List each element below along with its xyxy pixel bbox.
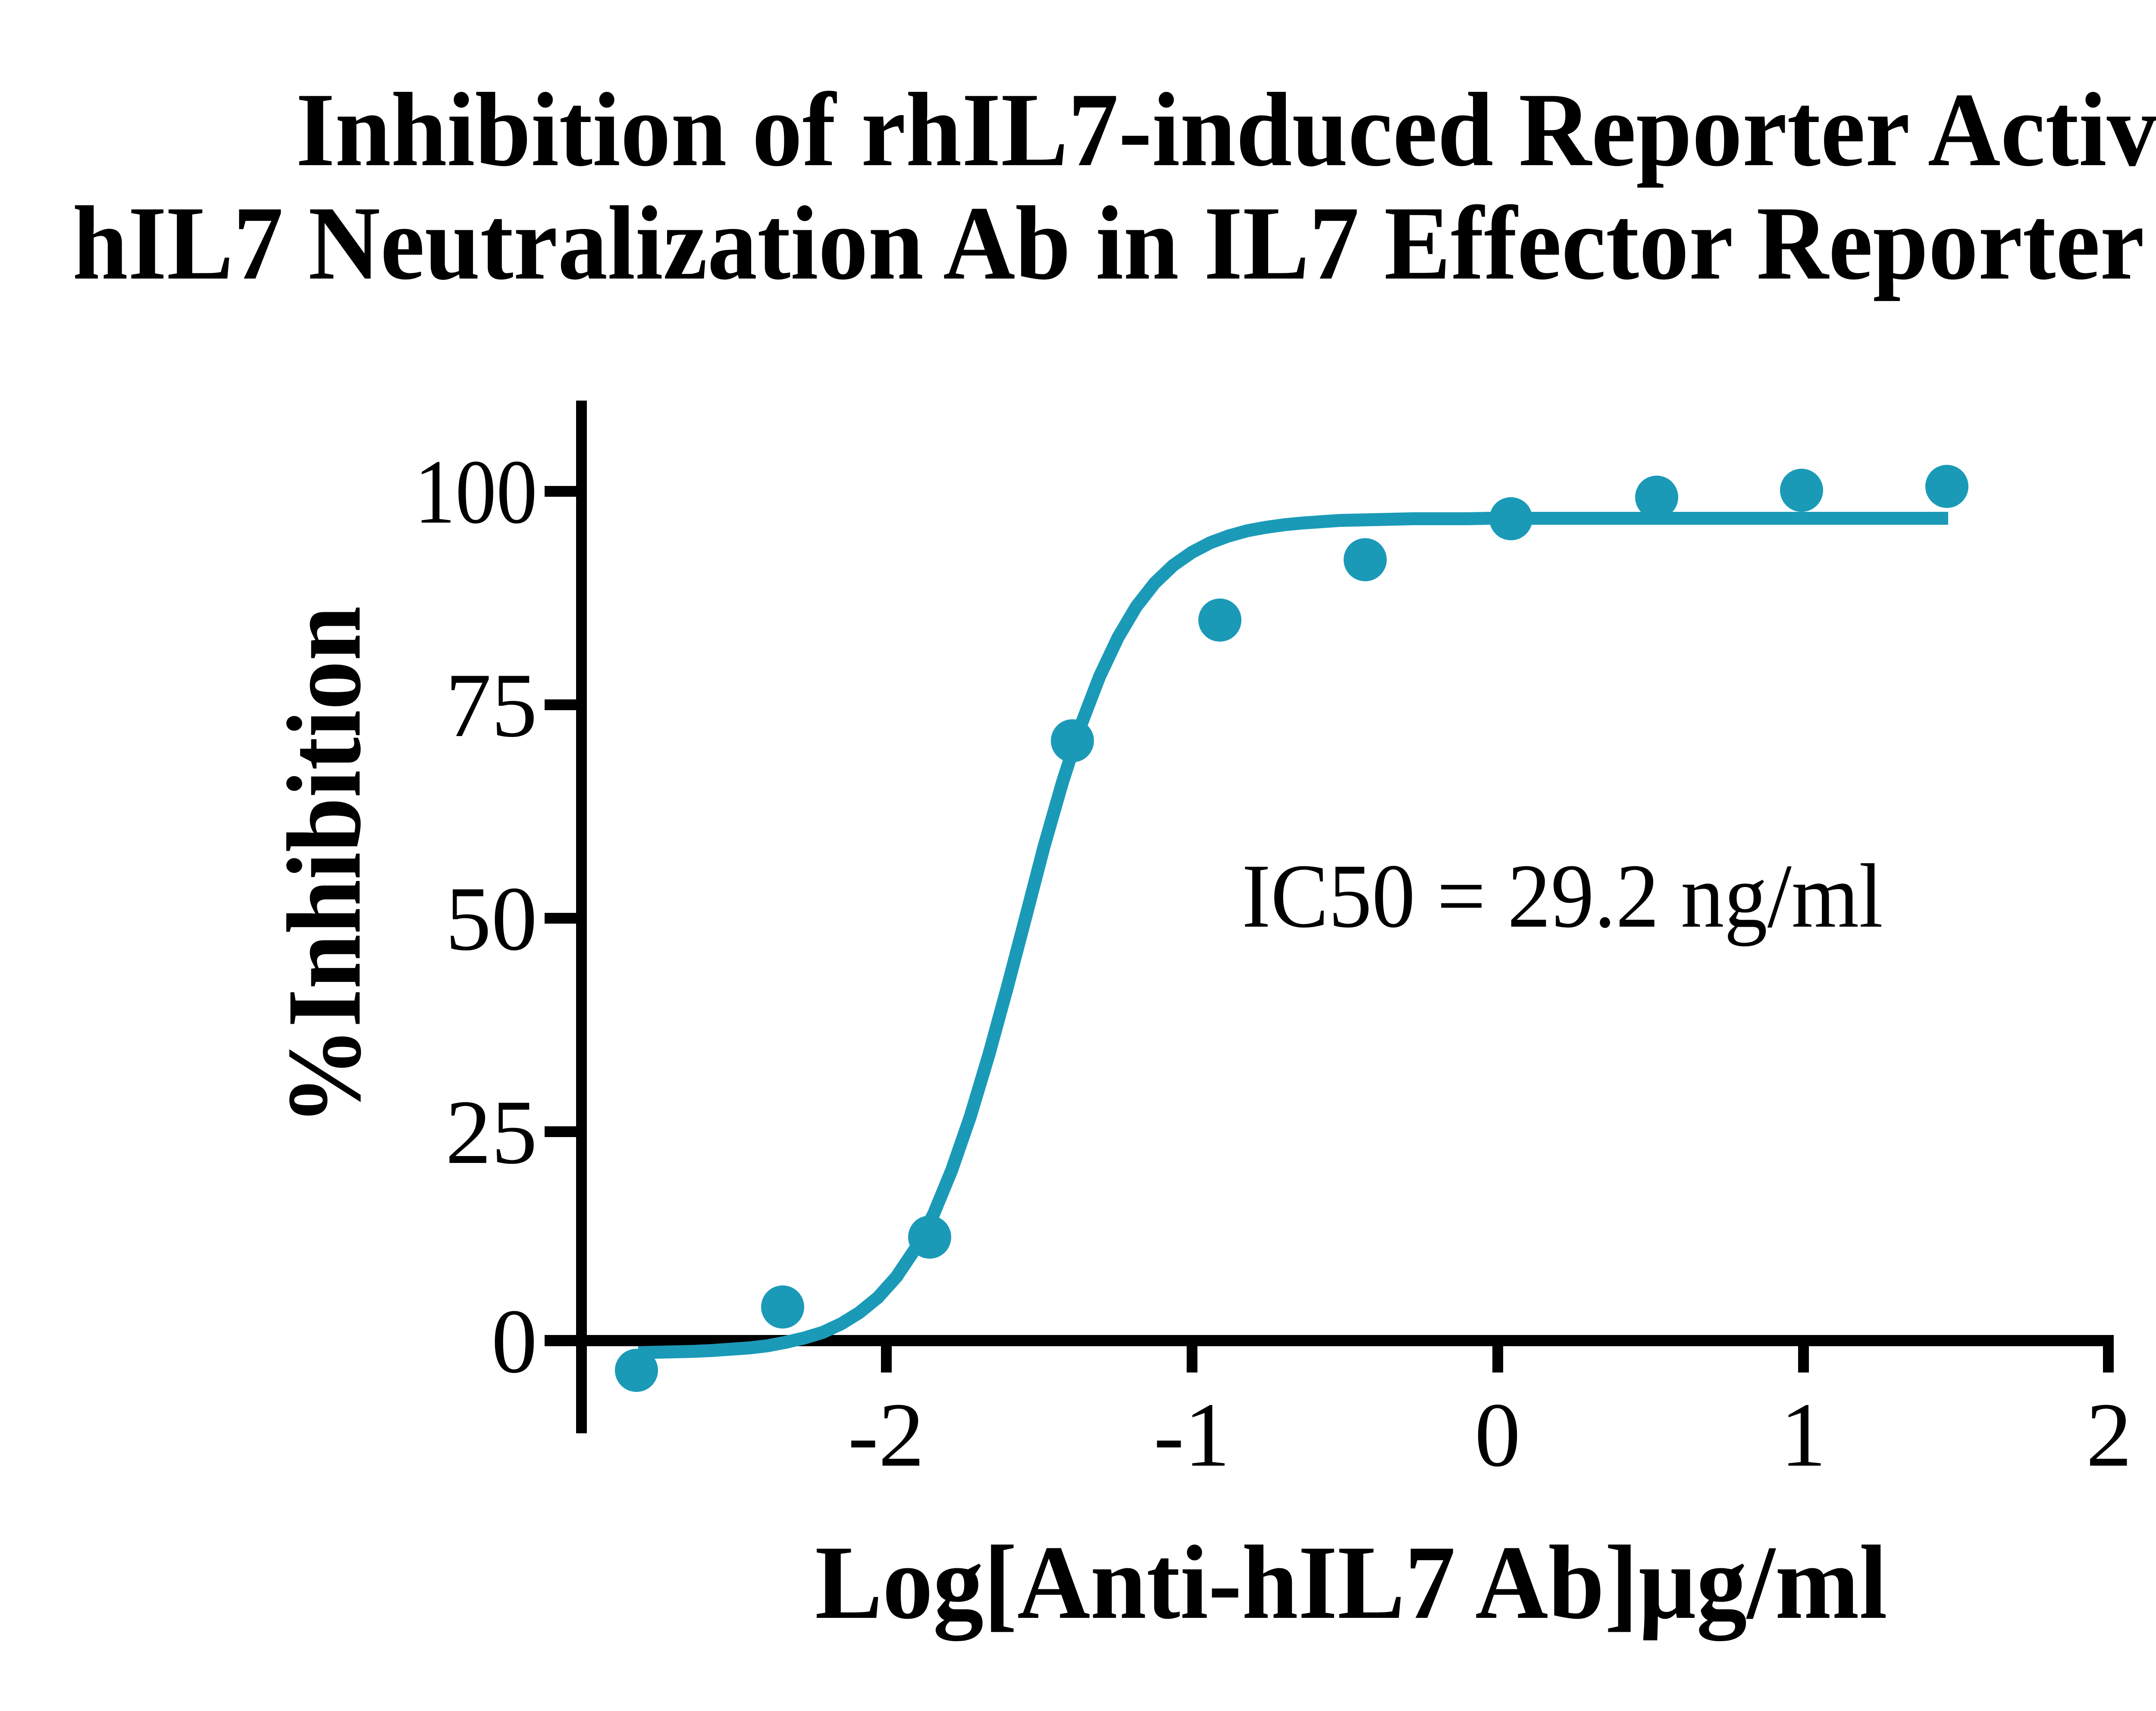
svg-text:50: 50 xyxy=(445,868,537,970)
svg-text:1: 1 xyxy=(1780,1384,1827,1486)
svg-text:-2: -2 xyxy=(848,1384,924,1486)
svg-text:IC50 = 29.2 ng/ml: IC50 = 29.2 ng/ml xyxy=(1242,845,1883,946)
svg-text:100: 100 xyxy=(414,441,537,543)
svg-text:hIL7 Neutralization Ab in IL7: hIL7 Neutralization Ab in IL7 Effector R… xyxy=(72,185,2156,301)
svg-text:-1: -1 xyxy=(1153,1384,1230,1486)
svg-text:2: 2 xyxy=(2086,1384,2132,1486)
svg-text:0: 0 xyxy=(1475,1384,1521,1486)
svg-text:%Inhibition: %Inhibition xyxy=(266,606,382,1126)
svg-text:75: 75 xyxy=(445,655,537,756)
svg-text:0: 0 xyxy=(492,1291,538,1392)
svg-text:Inhibition of rhIL7-induced Re: Inhibition of rhIL7-induced Reporter Act… xyxy=(296,71,2156,188)
svg-text:25: 25 xyxy=(445,1081,537,1183)
svg-text:Log[Anti-hIL7 Ab]µg/ml: Log[Anti-hIL7 Ab]µg/ml xyxy=(815,1524,1887,1641)
